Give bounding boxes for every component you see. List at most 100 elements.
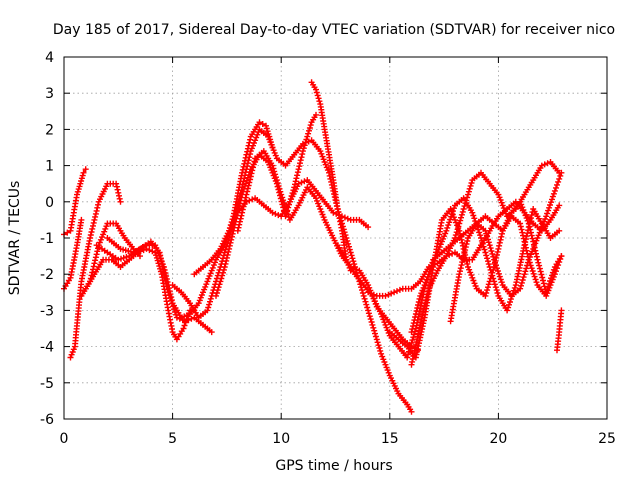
x-tick-label: 0 (60, 431, 69, 447)
data-point (207, 298, 213, 305)
x-tick-label: 5 (168, 431, 177, 447)
series-track-19 (554, 307, 565, 354)
series-track-3 (67, 180, 124, 361)
data-point (500, 205, 507, 212)
data-point (203, 281, 210, 288)
data-point (450, 208, 456, 215)
data-point (288, 193, 295, 199)
data-point (498, 279, 505, 286)
data-point (468, 180, 475, 186)
data-point (344, 237, 351, 244)
data-point (523, 265, 530, 272)
data-point (225, 248, 232, 255)
data-point (123, 254, 130, 260)
data-point (87, 235, 94, 241)
axis-ticks (63, 56, 608, 420)
data-point (394, 288, 400, 295)
data-point (494, 268, 501, 274)
data-point (487, 266, 494, 273)
data-point (302, 139, 309, 146)
data-point (284, 208, 290, 215)
data-point (496, 239, 503, 246)
data-point (529, 268, 536, 274)
y-tick-label: 4 (45, 50, 54, 66)
data-point (409, 326, 416, 333)
data-point (412, 314, 419, 320)
data-point (499, 202, 506, 209)
data-point (529, 235, 536, 242)
data-point (289, 190, 296, 197)
data-point (247, 148, 254, 155)
data-point (273, 177, 280, 184)
data-point (526, 221, 533, 228)
data-point (558, 307, 565, 314)
data-point (485, 284, 491, 291)
data-point (380, 316, 387, 323)
data-point (276, 185, 283, 192)
data-point (273, 174, 279, 181)
data-point (361, 295, 368, 302)
data-point (272, 152, 279, 159)
data-point (511, 284, 518, 291)
data-point (538, 162, 545, 169)
x-tick-label: 10 (272, 431, 290, 447)
data-point (408, 408, 415, 415)
data-point (510, 287, 517, 294)
data-point (178, 314, 185, 321)
data-point (554, 181, 560, 188)
series-track-4 (78, 220, 143, 299)
data-point (556, 259, 563, 266)
data-point (558, 253, 565, 260)
data-point (374, 339, 381, 346)
data-point (215, 284, 222, 291)
data-point (304, 133, 311, 140)
data-point (518, 282, 524, 289)
data-point (493, 254, 500, 261)
data-point (486, 264, 493, 270)
data-point (350, 258, 357, 265)
data-point (93, 251, 100, 258)
data-point (541, 161, 548, 168)
data-point (93, 207, 100, 214)
data-point (451, 205, 457, 212)
y-tick-label: -4 (40, 340, 54, 356)
data-point (307, 122, 314, 129)
series-track-5 (82, 245, 193, 343)
data-point (470, 212, 477, 219)
data-point (489, 272, 496, 279)
data-point (449, 210, 456, 217)
data-point (544, 210, 551, 217)
data-point (266, 136, 273, 143)
data-point (281, 200, 288, 206)
data-point (301, 178, 308, 185)
data-point (287, 195, 294, 202)
data-point (388, 290, 395, 297)
data-point (446, 251, 453, 258)
data-point (536, 265, 543, 272)
data-point (460, 253, 467, 260)
data-point (294, 172, 301, 179)
data-point (385, 291, 392, 298)
data-point (265, 133, 272, 140)
data-point (168, 297, 175, 304)
data-point (540, 277, 546, 284)
data-point (370, 324, 377, 331)
data-point (314, 92, 321, 99)
data-point (161, 267, 168, 273)
y-tick-label: 3 (45, 86, 54, 102)
data-point (488, 248, 495, 254)
data-point (521, 271, 528, 278)
y-tick-label: 0 (45, 195, 54, 211)
data-point (271, 168, 278, 175)
data-point (278, 191, 285, 198)
data-point (80, 169, 87, 176)
data-point (517, 285, 524, 292)
data-point (214, 287, 221, 294)
data-point (491, 278, 498, 285)
data-point (479, 240, 486, 247)
data-point (345, 240, 352, 247)
data-point (359, 290, 366, 296)
data-point (493, 287, 500, 294)
data-point (218, 275, 225, 282)
data-series (61, 79, 565, 415)
